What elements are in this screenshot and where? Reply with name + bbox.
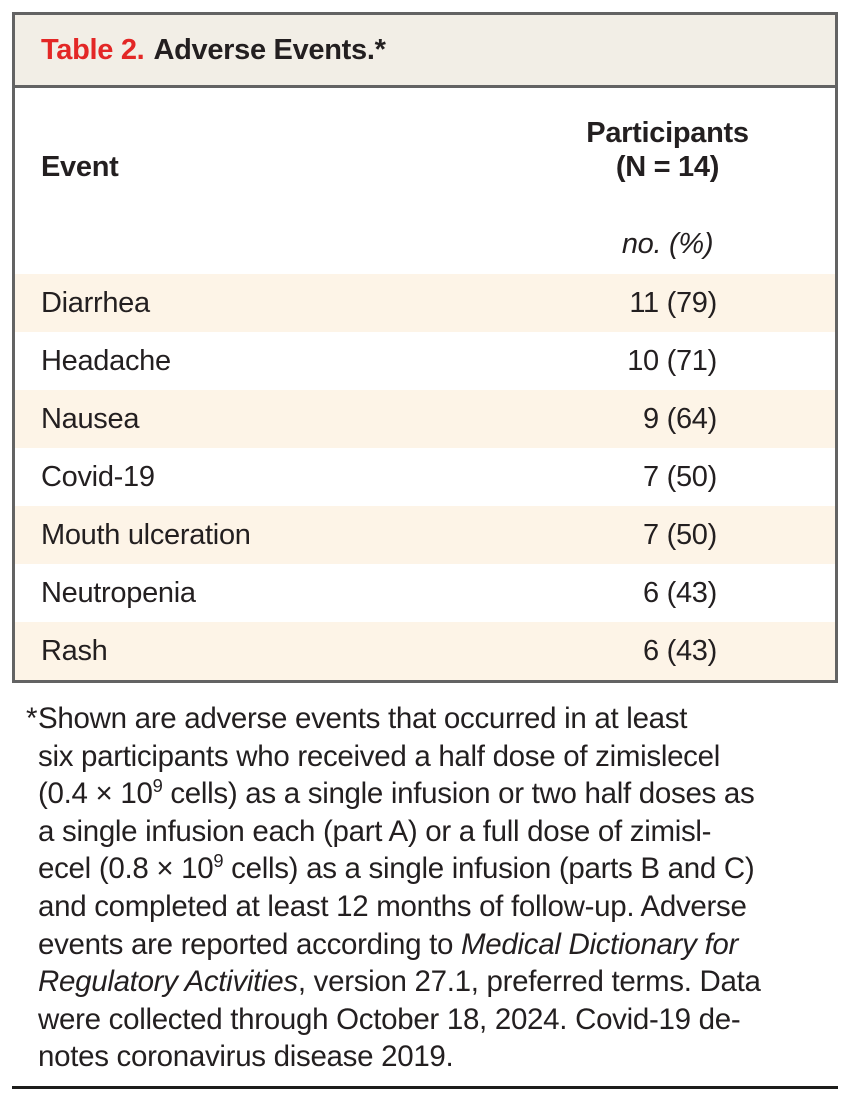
- footnote-line: notes coronavirus disease 2019.: [38, 1040, 454, 1074]
- unit-label: no. (%): [621, 228, 714, 260]
- event-cell: Nausea: [41, 402, 140, 435]
- table-row: Covid-19 7 (50): [15, 448, 835, 506]
- event-cell: Headache: [41, 344, 171, 377]
- table-row: Mouth ulceration 7 (50): [15, 506, 835, 564]
- column-header-participants: Participants (N = 14): [500, 116, 835, 184]
- footnote-line: Shown are adverse events that occurred i…: [38, 702, 688, 735]
- footnote-asterisk: *: [26, 702, 38, 735]
- participants-n: (N = 14): [615, 151, 720, 183]
- table-row: Diarrhea 11 (79): [15, 274, 835, 332]
- value-cell: 7 (50): [643, 518, 717, 551]
- table-rows: Diarrhea 11 (79) Headache 10 (71) Nausea 9 (6…: [15, 274, 835, 680]
- value-cell: 6 (43): [643, 576, 717, 609]
- value-cell: 7 (50): [643, 460, 717, 493]
- participants-label: Participants: [586, 117, 749, 149]
- event-cell: Rash: [41, 634, 108, 667]
- footnote-line: six participants who received a half dos…: [38, 739, 720, 773]
- value-cell: 10 (71): [627, 344, 717, 377]
- event-cell: Diarrhea: [41, 286, 150, 319]
- footnote-line: Regulatory Activities, version 27.1, pre…: [38, 965, 761, 999]
- event-cell: Covid-19: [41, 460, 155, 493]
- table-row: Rash 6 (43): [15, 622, 835, 680]
- footnote-line: were collected through October 18, 2024.…: [38, 1002, 741, 1036]
- footnote-line: and completed at least 12 months of foll…: [38, 889, 747, 923]
- table-number-label: Table 2.: [41, 33, 145, 66]
- adverse-events-table-card: Table 2. Adverse Events.* Event Particip…: [12, 12, 838, 683]
- value-cell: 11 (79): [629, 286, 717, 319]
- table-row: Neutropenia 6 (43): [15, 564, 835, 622]
- table-row: Headache 10 (71): [15, 332, 835, 390]
- table-footnote: * Shown are adverse events that occurred…: [12, 700, 822, 1076]
- column-header-event: Event: [41, 151, 119, 183]
- footnote-line: ecel (0.8 × 109 cells) as a single infus…: [38, 850, 755, 886]
- event-cell: Mouth ulceration: [41, 518, 251, 551]
- footnote-line: (0.4 × 109 cells) as a single infusion o…: [38, 775, 755, 811]
- table-row: Nausea 9 (64): [15, 390, 835, 448]
- value-cell: 9 (64): [643, 402, 717, 435]
- footnote-lines: Shown are adverse events that occurred i…: [38, 700, 822, 1076]
- bottom-divider: [12, 1086, 838, 1089]
- table-title-bar: Table 2. Adverse Events.*: [15, 15, 835, 88]
- value-cell: 6 (43): [643, 634, 717, 667]
- footnote-line: events are reported according to Medical…: [38, 927, 739, 961]
- table-title: Adverse Events.*: [153, 33, 386, 66]
- event-cell: Neutropenia: [41, 576, 196, 609]
- table-header: Event Participants (N = 14) no. (%): [15, 88, 835, 274]
- footnote-line: a single infusion each (part A) or a ful…: [38, 814, 712, 848]
